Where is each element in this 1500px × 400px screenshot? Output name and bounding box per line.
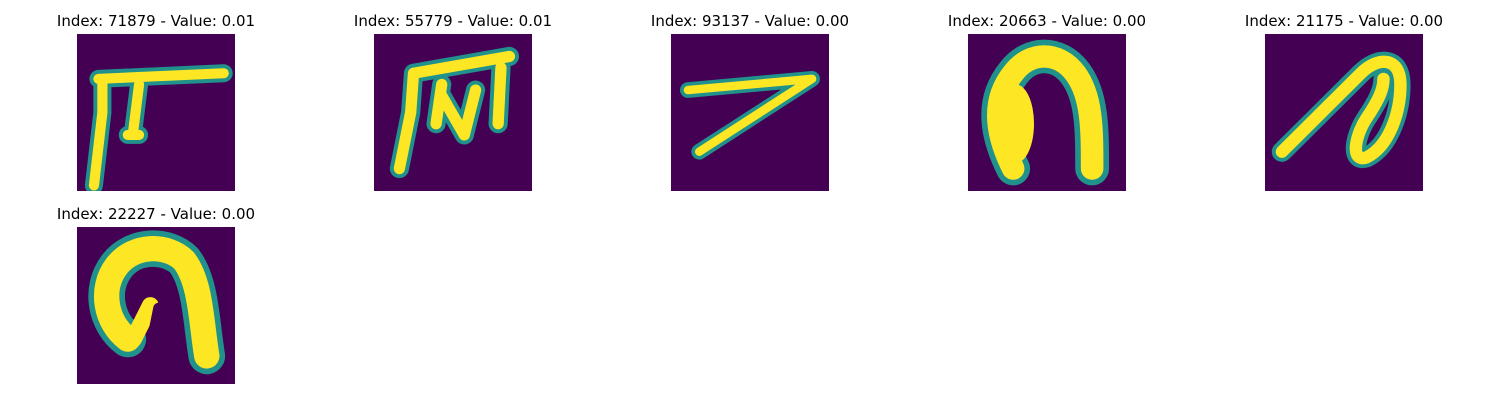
image-panel-22227: Index: 22227 - Value: 0.00 [26,205,286,395]
image-panel-93137: Index: 93137 - Value: 0.00 [620,12,880,202]
image-panel-21175: Index: 21175 - Value: 0.00 [1214,12,1474,202]
glyph-image-71879 [77,34,235,191]
glyph-image-20663 [968,34,1126,191]
image-panel-71879: Index: 71879 - Value: 0.01 [26,12,286,202]
glyph-image-21175 [1265,34,1423,191]
panel-title: Index: 21175 - Value: 0.00 [1244,12,1444,30]
glyph-image-93137 [671,34,829,191]
glyph-image-55779 [374,34,532,191]
panel-title: Index: 22227 - Value: 0.00 [56,205,256,223]
glyph-image-22227 [77,227,235,384]
panel-title: Index: 20663 - Value: 0.00 [947,12,1147,30]
image-panel-55779: Index: 55779 - Value: 0.01 [323,12,583,202]
panel-title: Index: 55779 - Value: 0.01 [353,12,553,30]
image-panel-20663: Index: 20663 - Value: 0.00 [917,12,1177,202]
panel-title: Index: 93137 - Value: 0.00 [650,12,850,30]
panel-title: Index: 71879 - Value: 0.01 [56,12,256,30]
